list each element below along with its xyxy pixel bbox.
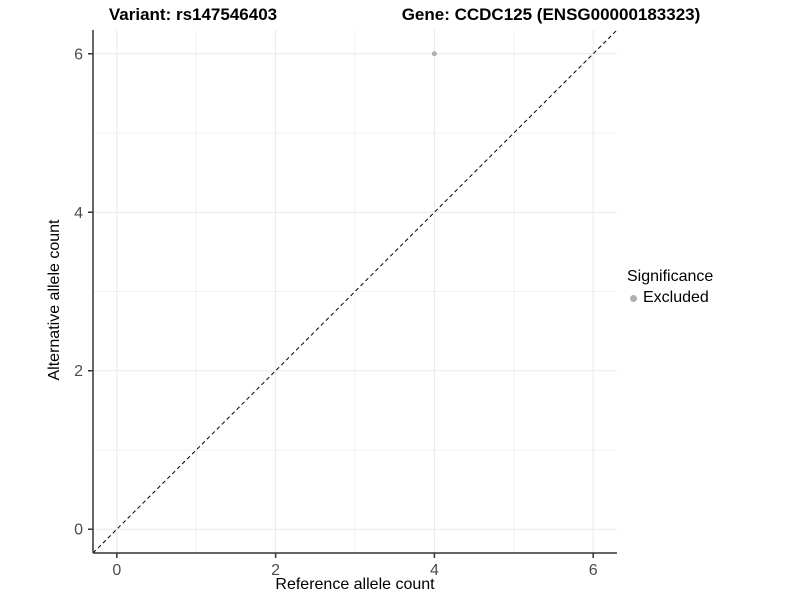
identity-line <box>92 29 618 554</box>
x-axis-tick-label: 4 <box>430 562 439 579</box>
y-axis-label: Alternative allele count <box>46 219 63 381</box>
variant-title: Variant: rs147546403 <box>108 5 278 24</box>
data-point <box>431 51 437 57</box>
legend-title: Significance <box>627 268 714 285</box>
gene-title: Gene: CCDC125 (ENSG00000183323) <box>401 5 701 24</box>
y-axis-tick-label: 6 <box>74 46 83 63</box>
x-axis-tick-label: 6 <box>589 562 598 579</box>
y-axis-tick-label: 2 <box>74 363 83 380</box>
x-axis-label: Reference allele count <box>275 576 435 593</box>
x-axis-tick-label: 2 <box>271 562 280 579</box>
x-axis-tick-label: 0 <box>112 562 121 579</box>
y-axis-tick-label: 0 <box>74 522 83 539</box>
legend-point-swatch <box>630 294 637 302</box>
legend: Significance Excluded <box>627 268 713 307</box>
y-axis-tick-label: 4 <box>74 205 83 222</box>
legend-entry-excluded: Excluded <box>627 289 713 307</box>
legend-entry-label: Excluded <box>643 289 709 306</box>
